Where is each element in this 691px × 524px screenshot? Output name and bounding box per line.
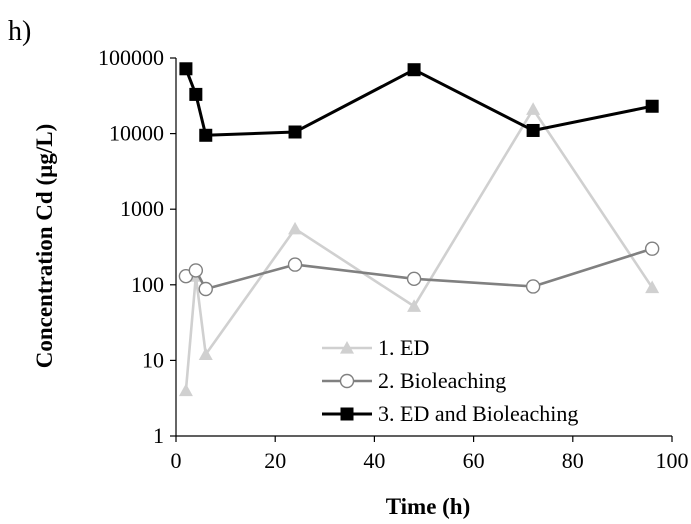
series-3 bbox=[179, 62, 659, 142]
series-3-line bbox=[184, 68, 653, 137]
legend-label-2: 2. Bioleaching bbox=[378, 368, 506, 393]
y-axis-ticks: 1 10 100 1000 10000 100000 bbox=[98, 45, 176, 448]
legend-label-1: 1. ED bbox=[378, 335, 429, 360]
legend-marker-3 bbox=[340, 407, 354, 421]
x-axis-title: Time (h) bbox=[386, 494, 471, 519]
x-axis-ticks: 0 20 40 60 80 100 bbox=[171, 436, 689, 473]
y-tick-label: 100000 bbox=[98, 45, 164, 70]
series-3-point bbox=[645, 99, 659, 113]
y-tick-label: 1 bbox=[153, 423, 164, 448]
panel-label: h) bbox=[8, 16, 31, 47]
series-1-point bbox=[288, 221, 303, 235]
series-3-point bbox=[288, 125, 302, 139]
x-tick-label: 20 bbox=[264, 448, 286, 473]
x-tick-label: 100 bbox=[656, 448, 689, 473]
y-tick-label: 100 bbox=[131, 272, 164, 297]
series-3-point bbox=[179, 62, 193, 76]
x-tick-label: 60 bbox=[463, 448, 485, 473]
legend-label-3: 3. ED and Bioleaching bbox=[378, 401, 578, 426]
series-2-point bbox=[287, 257, 303, 272]
series-2 bbox=[178, 241, 660, 297]
series-3-point bbox=[407, 63, 421, 77]
series-1-point bbox=[198, 347, 213, 361]
series-2-point bbox=[525, 279, 541, 294]
legend-marker-2 bbox=[339, 373, 355, 389]
y-tick-label: 10000 bbox=[109, 121, 164, 146]
series-2-point bbox=[198, 281, 213, 297]
y-tick-label: 1000 bbox=[120, 196, 164, 221]
series-1-point bbox=[178, 383, 193, 397]
series-1-point bbox=[526, 102, 541, 115]
series-3-point bbox=[199, 128, 213, 142]
series-3-point bbox=[526, 123, 540, 137]
y-axis-title: Concentration Cd (µg/L) bbox=[32, 124, 57, 369]
y-tick-label: 10 bbox=[142, 347, 164, 372]
series-2-point bbox=[188, 263, 204, 278]
series-2-point bbox=[644, 241, 660, 256]
series-1-point bbox=[407, 299, 422, 312]
legend-marker-1 bbox=[340, 341, 354, 354]
series-1-point bbox=[645, 280, 660, 294]
series-2-point bbox=[406, 271, 422, 287]
series-layer bbox=[178, 62, 660, 397]
x-tick-label: 80 bbox=[562, 448, 584, 473]
series-3-point bbox=[189, 87, 203, 101]
x-tick-label: 0 bbox=[171, 448, 182, 473]
x-tick-label: 40 bbox=[363, 448, 385, 473]
legend: 1. ED 2. Bioleaching 3. ED and Bioleaching bbox=[322, 335, 578, 426]
